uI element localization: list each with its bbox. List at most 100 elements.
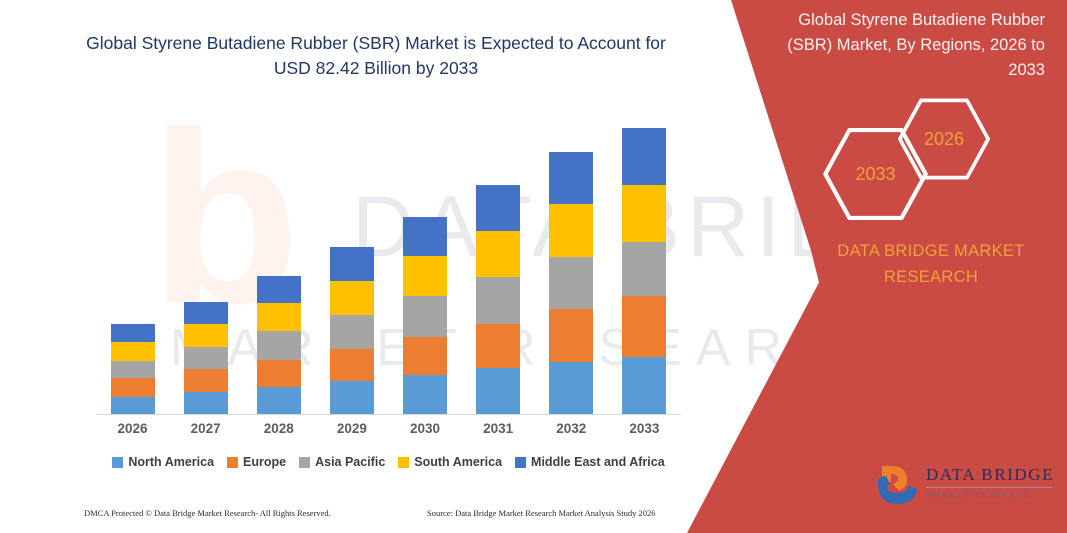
bar-segment (622, 127, 667, 186)
bar-segment (622, 241, 667, 297)
legend-label: North America (128, 455, 215, 469)
bar-segment (110, 378, 155, 397)
logo-divider (926, 487, 1052, 488)
x-axis-tick: 2028 (263, 421, 294, 436)
bar-stack (403, 216, 448, 414)
bar-segment (329, 281, 374, 315)
bar-segment (256, 331, 301, 360)
bar-segment (183, 392, 228, 414)
x-axis-tick: 2031 (483, 421, 514, 436)
legend-swatch-icon (398, 456, 410, 468)
x-axis-tick: 2029 (336, 421, 367, 436)
hexagon-2026: 2026 (898, 98, 990, 180)
bar-segment (549, 361, 594, 414)
bar-segment (476, 185, 521, 232)
chart-legend: North America Europe Asia Pacific South Ame… (96, 455, 681, 469)
bar-column (96, 120, 169, 414)
panel-brand-text: DATA BRIDGE MARKET RESEARCH (837, 242, 1025, 287)
x-axis-tick: 2030 (410, 421, 441, 436)
bar-column (242, 120, 315, 414)
legend-swatch-icon (299, 456, 311, 468)
bar-segment (403, 374, 448, 414)
x-axis-tick: 2026 (117, 421, 148, 436)
bar-segment (256, 386, 301, 414)
legend-swatch-icon (515, 456, 527, 468)
chart-plot-area (96, 120, 681, 415)
bar-segment (110, 360, 155, 379)
bar-column (535, 120, 608, 414)
chart-title: Global Styrene Butadiene Rubber (SBR) Ma… (86, 33, 666, 79)
bar-stack (256, 275, 301, 414)
bar-stack (622, 127, 667, 414)
legend-label: Middle East and Africa (531, 455, 665, 469)
bar-segment (549, 257, 594, 310)
bar-column (169, 120, 242, 414)
bar-segment (110, 396, 155, 414)
bar-segment (403, 336, 448, 375)
legend-item[interactable]: Middle East and Africa (515, 455, 665, 469)
bar-segment (622, 357, 667, 414)
bar-column (389, 120, 462, 414)
footer: DMCA Protected © Data Bridge Market Rese… (0, 508, 700, 528)
bar-segment (183, 369, 228, 393)
bar-segment (403, 256, 448, 297)
bar-segment (622, 185, 667, 242)
bar-group (96, 120, 681, 414)
bar-segment (110, 323, 155, 343)
bar-segment (183, 301, 228, 324)
bar-segment (622, 296, 667, 358)
legend-item[interactable]: Europe (227, 455, 286, 469)
hexagon-group: 2033 2026 (810, 96, 1010, 220)
bar-column (608, 120, 681, 414)
bar-column (462, 120, 535, 414)
footer-copyright: DMCA Protected © Data Bridge Market Rese… (84, 508, 331, 518)
bar-segment (256, 359, 301, 387)
logo-mark-icon (872, 462, 920, 508)
logo-name: DATA BRIDGE (926, 465, 1055, 484)
hexagon-2033-label: 2033 (855, 163, 896, 184)
bar-segment (476, 231, 521, 277)
bar-stack (329, 247, 374, 414)
legend-label: South America (414, 455, 503, 469)
hexagon-2033: 2033 (823, 128, 928, 220)
bar-segment (329, 314, 374, 349)
bar-segment (549, 151, 594, 204)
logo-tagline: MARKET RESEARCH (926, 490, 1032, 499)
bar-segment (183, 323, 228, 347)
legend-swatch-icon (227, 456, 239, 468)
legend-label: Europe (243, 455, 287, 469)
bar-segment (476, 276, 521, 324)
bar-segment (403, 296, 448, 337)
bar-segment (476, 368, 521, 414)
x-axis-line (96, 414, 681, 415)
legend-item[interactable]: South America (398, 455, 502, 469)
bar-segment (476, 323, 521, 369)
hexagon-2026-label: 2026 (923, 128, 965, 149)
bar-stack (110, 323, 155, 414)
bar-segment (110, 342, 155, 361)
legend-item[interactable]: Asia Pacific (299, 455, 385, 469)
bar-stack (183, 301, 228, 414)
footer-source: Source: Data Bridge Market Research Mark… (427, 508, 656, 518)
bar-segment (256, 302, 301, 332)
bar-segment (549, 309, 594, 362)
bar-stack (549, 151, 594, 414)
legend-item[interactable]: North America (112, 455, 214, 469)
panel-title: Global Styrene Butadiene Rubber (SBR) Ma… (787, 11, 1045, 80)
bar-segment (329, 247, 374, 282)
bar-stack (476, 185, 521, 414)
x-axis-labels: 2026 2027 2028 2029 2030 2031 2032 2033 (96, 421, 681, 436)
x-axis-tick: 2032 (556, 421, 587, 436)
x-axis-tick: 2033 (629, 421, 660, 436)
bar-segment (329, 381, 374, 414)
legend-label: Asia Pacific (315, 455, 386, 469)
data-bridge-logo: DATA BRIDGE MARKET RESEARCH (872, 462, 1055, 508)
logo-text: DATA BRIDGE MARKET RESEARCH (926, 465, 1055, 499)
bar-segment (256, 275, 301, 303)
legend-swatch-icon (112, 456, 124, 468)
bar-segment (183, 346, 228, 370)
x-axis-tick: 2027 (190, 421, 221, 436)
bar-segment (549, 203, 594, 258)
bar-segment (329, 348, 374, 382)
